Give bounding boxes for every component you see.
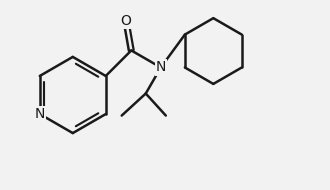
Text: O: O [121, 14, 131, 28]
Text: N: N [156, 60, 166, 74]
Text: N: N [35, 107, 45, 121]
